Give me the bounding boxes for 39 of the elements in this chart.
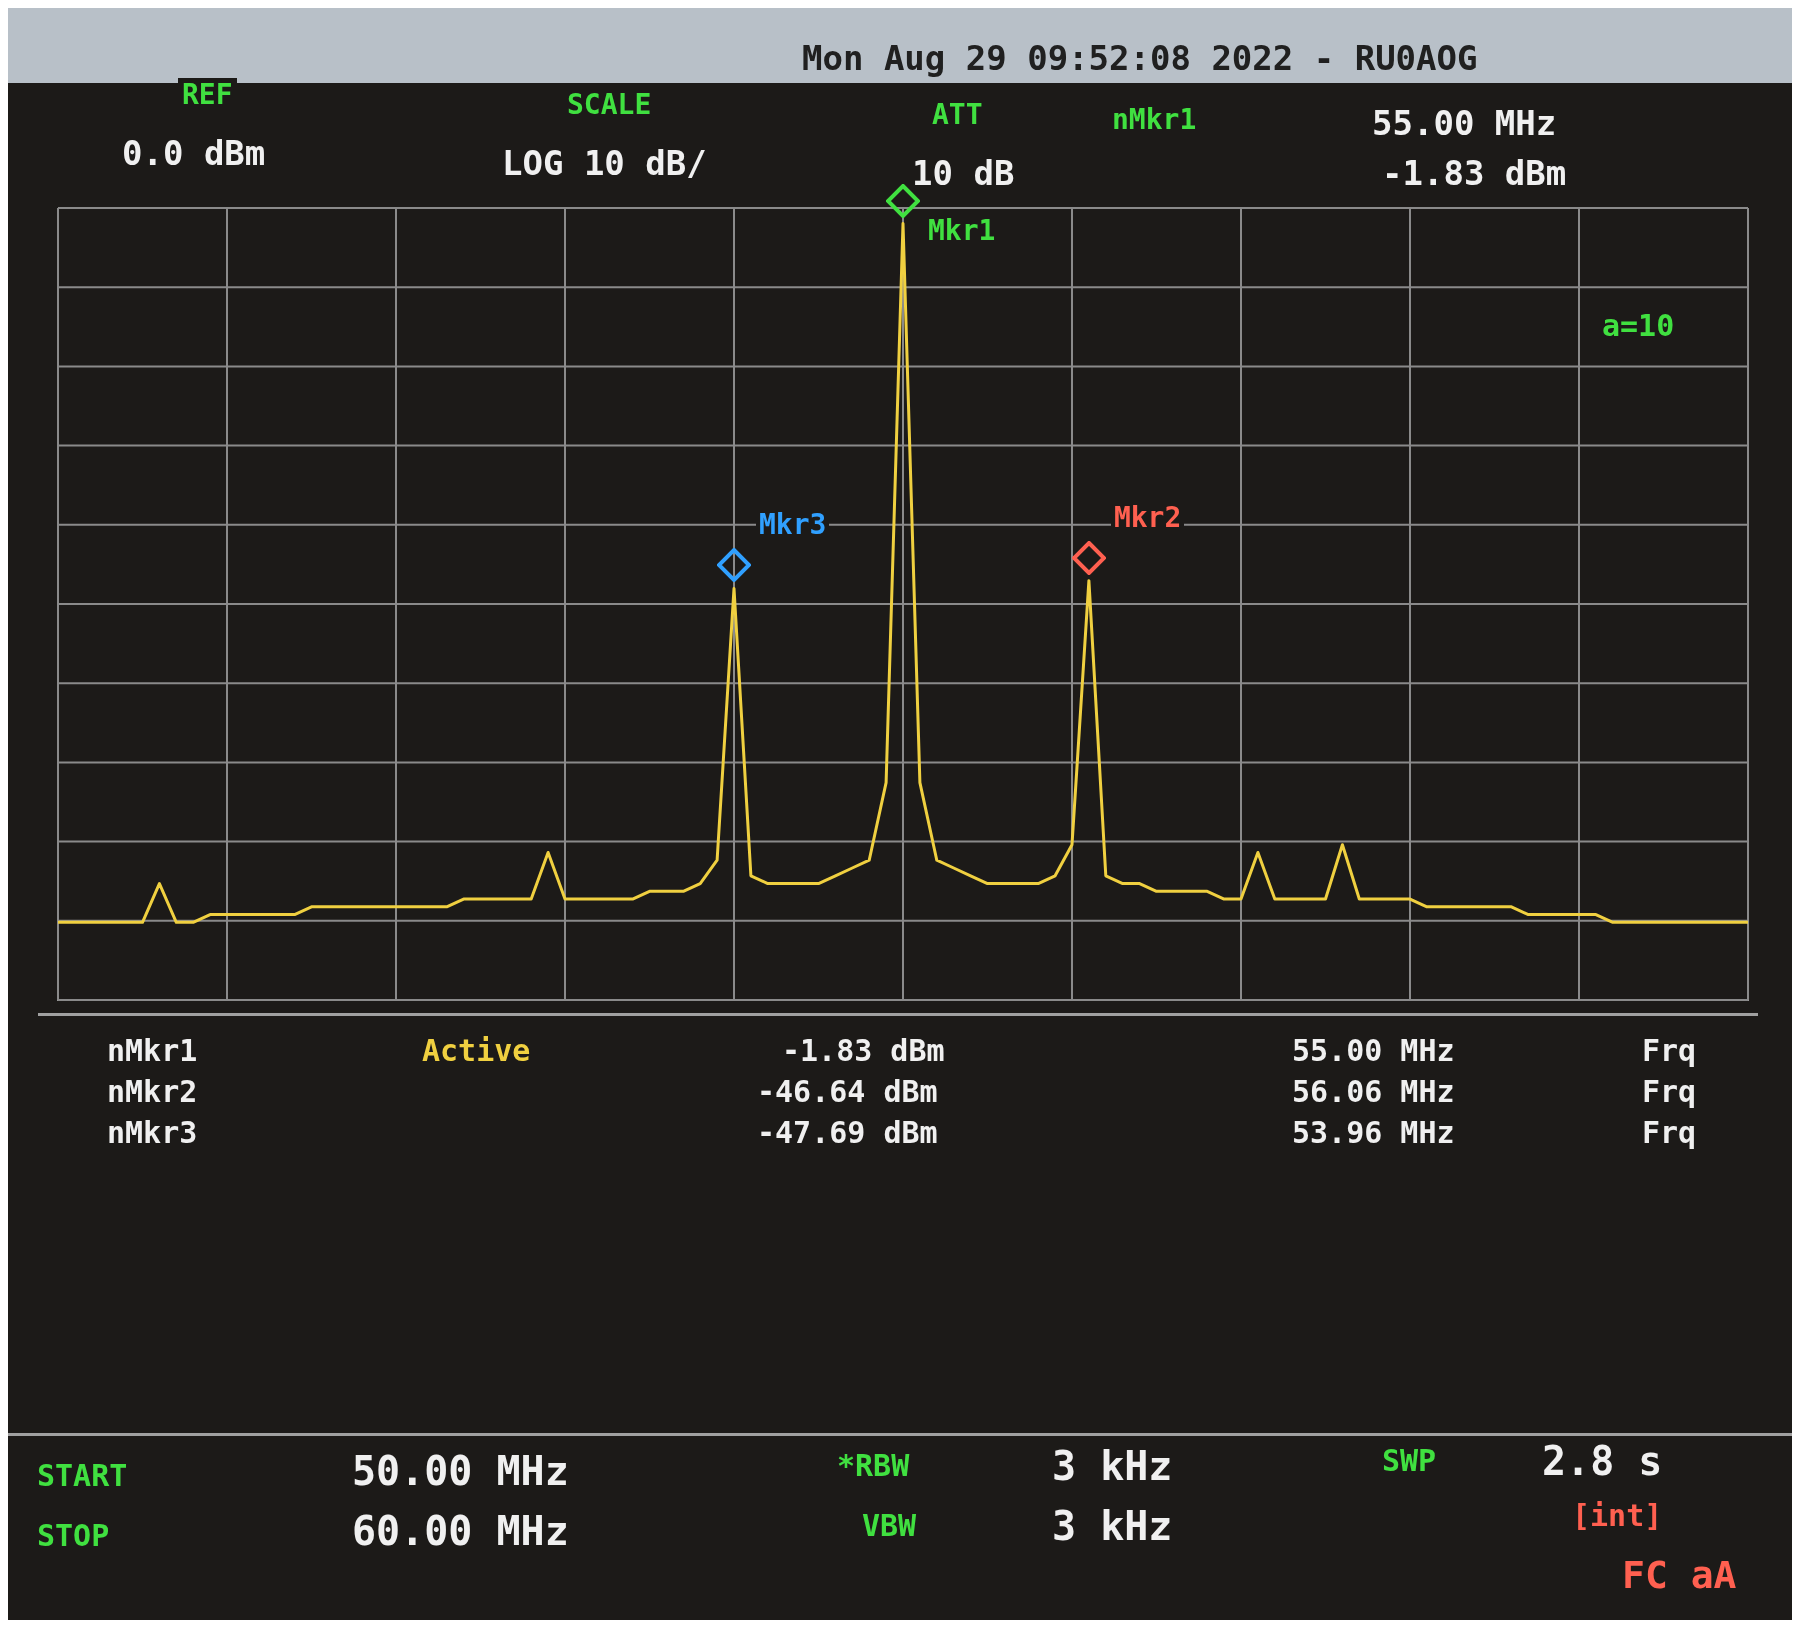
text: -47.69 dBm — [753, 1115, 942, 1150]
text: Active — [418, 1033, 535, 1068]
annotation: Mkr1 — [925, 213, 999, 247]
text: nMkr3 — [103, 1115, 202, 1150]
text: 60.00 MHz — [348, 1508, 573, 1554]
text: *RBW — [833, 1448, 914, 1483]
annotation: Mkr2 — [1110, 500, 1185, 534]
text: Frq — [1638, 1033, 1701, 1068]
text: Mon Aug 29 09:52:08 2022 - RU0AOG — [801, 38, 1479, 78]
text: [int] — [1568, 1498, 1667, 1533]
text: START — [33, 1458, 132, 1493]
text: -46.64 dBm — [753, 1074, 942, 1109]
text: 50.00 MHz — [348, 1448, 573, 1494]
text: -1.83 dBm — [778, 1033, 949, 1068]
text: SWP — [1378, 1443, 1441, 1478]
text: 3 kHz — [1048, 1443, 1177, 1489]
text: nMkr1 — [103, 1033, 202, 1068]
text: 55.00 MHz — [1288, 1033, 1459, 1068]
text: SCALE — [563, 88, 656, 121]
text: nMkr2 — [103, 1074, 202, 1109]
text: 2.8 s — [1538, 1438, 1667, 1484]
text: REF — [178, 78, 237, 111]
text: ATT — [928, 98, 987, 131]
text: FC aA — [1618, 1553, 1741, 1597]
text: VBW — [858, 1508, 921, 1543]
text: -1.83 dBm — [1378, 153, 1571, 193]
text: 3 kHz — [1048, 1503, 1177, 1549]
text: LOG 10 dB/ — [498, 143, 711, 183]
text: 0.0 dBm — [118, 133, 270, 173]
text: 56.06 MHz — [1288, 1074, 1459, 1109]
text: 55.00 MHz — [1368, 103, 1561, 143]
text: nMkr1 — [1108, 103, 1201, 136]
annotation: a=10 — [1598, 308, 1679, 343]
text: Frq — [1638, 1115, 1701, 1150]
text: STOP — [33, 1518, 114, 1553]
text: Frq — [1638, 1074, 1701, 1109]
text: 10 dB — [908, 153, 1019, 193]
annotation: Mkr3 — [756, 508, 830, 542]
text: 53.96 MHz — [1288, 1115, 1459, 1150]
